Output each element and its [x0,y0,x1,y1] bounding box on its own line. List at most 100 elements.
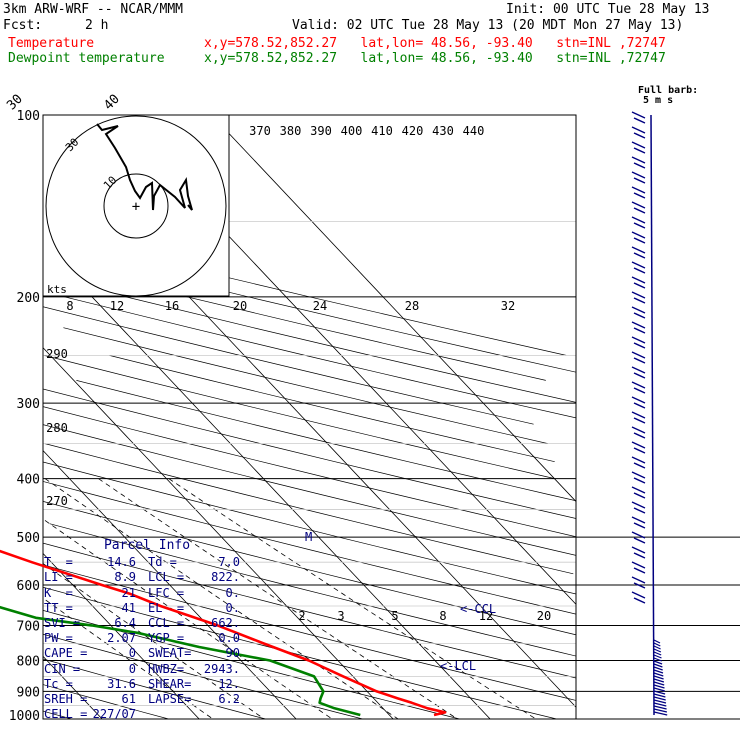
parcel-key [148,707,194,722]
parcel-key: HWBZ= [148,661,185,676]
parcel-row: LI = 8.9 LCL = 822. [44,570,250,585]
pressure-tick-label: 300 [17,397,40,412]
parcel-key: TT = [44,600,73,615]
wind-barb [653,663,663,668]
wind-barb [653,693,666,698]
wind-barb [631,561,646,574]
dewpoint-legend: Dewpoint temperature [8,51,165,66]
dry-adiabat [43,424,576,556]
wind-barb [631,366,646,379]
barb-staff [650,114,655,716]
model-title: 3km ARW-WRF -- NCAR/MMM [3,2,184,17]
wind-barb [631,276,646,289]
mixing-ratio-label: 5 [391,609,398,623]
mixing-ratio-label: 3 [337,609,344,623]
wind-barb [631,111,646,124]
parcel-row: TT = 41 EL = 0. [44,601,250,616]
parcel-value: 31.6 [107,676,136,691]
parcel-info-title: Parcel Info [103,538,191,553]
wind-barb [653,666,663,671]
wind-barb [653,678,665,683]
dry-adiabat [43,406,576,538]
hodograph-center: + [132,199,140,215]
dry-adiabat [49,523,576,657]
mixing-ratio-line [98,478,459,719]
dewpoint-location: x,y=578.52,852.27 lat,lon= 48.56, -93.40… [204,51,666,66]
speed-scale-label: 32 [501,299,515,313]
parcel-value: 14.6 [107,555,136,570]
pressure-axis: 100 200 300 400 500 600 700 800 900 1000 [9,109,40,724]
lfc-marker: M [305,530,312,544]
hodograph-ring-10 [103,173,169,239]
theta-label: 390 [310,124,332,138]
dry-adiabat [43,633,365,719]
mixing-ratio-line [44,478,399,719]
pressure-tick-label: 400 [17,473,40,488]
wind-barb [631,351,646,364]
ccl-label: <-CCL [460,602,496,616]
isotherm-line [43,347,394,719]
parcel-key: SWEAT= [148,646,192,661]
parcel-value: 0. [225,585,240,600]
temperature-legend: Temperature [8,36,95,51]
dry-adiabat [44,355,555,479]
wind-barb [653,654,662,659]
speed-scale-label: 12 [110,299,124,313]
parcel-key: K = [44,585,73,600]
parcel-value: 61 [121,692,136,707]
wind-barb [653,657,663,662]
parcel-row: T = 14.6 Td = 7.0 [44,555,250,570]
wind-barb [631,201,646,214]
theta-label: 410 [371,124,393,138]
isotherm-line [43,244,491,719]
wind-barb [653,708,668,713]
dry-adiabat-label: 280 [46,421,68,435]
parcel-key: SREH = [44,692,88,707]
pressure-tick-label: 200 [17,291,40,306]
wind-barb [631,381,646,394]
dry-adiabat-label: 290 [46,347,68,361]
dry-adiabat [43,306,534,425]
wind-barb [653,642,661,647]
wind-barb [631,126,646,139]
annotations: <-CCL <-LCL M [305,530,496,673]
wind-barb [653,648,662,653]
wind-barb [631,591,646,604]
pressure-tick-label: 1000 [9,709,40,724]
wind-barb [631,216,646,229]
wind-barb [631,156,646,169]
parcel-value: 41 [121,600,136,615]
parcel-key: T = [44,555,73,570]
init-time: Init: 00 UTC Tue 28 May 13 [506,2,710,17]
isotherm-line [211,115,576,503]
pressure-tick-label: 800 [17,654,40,669]
wind-barb [631,336,646,349]
wind-barb [653,651,662,656]
wind-barb [631,171,646,184]
theta-label: 380 [280,124,302,138]
wind-barb [631,411,646,424]
dry-adiabat [109,355,555,463]
lcl-label: <-LCL [440,659,476,673]
wind-barb [631,396,646,409]
parcel-key: EL = [148,600,185,615]
wind-barb [631,291,646,304]
parcel-value: 2943. [203,661,240,676]
wind-barb [631,501,646,514]
dry-adiabat [43,481,576,615]
dry-adiabat [43,388,576,519]
valid-time: Valid: 02 UTC Tue 28 May 13 (20 MDT Mon … [292,18,684,33]
theta-labels: 370 380 390 400 410 420 430 440 290 280 270 [46,124,484,508]
isotherm-label: 40 [101,92,123,114]
temperature-profile-line [0,549,447,717]
isotherm-line [43,449,297,719]
wind-barb [631,321,646,334]
wind-barb [653,684,665,689]
parcel-value: 0. [225,600,240,615]
parcel-key: PW = [44,631,73,646]
theta-label: 440 [463,124,485,138]
parcel-value: 12. [218,676,240,691]
speed-scale-label: 16 [165,299,179,313]
